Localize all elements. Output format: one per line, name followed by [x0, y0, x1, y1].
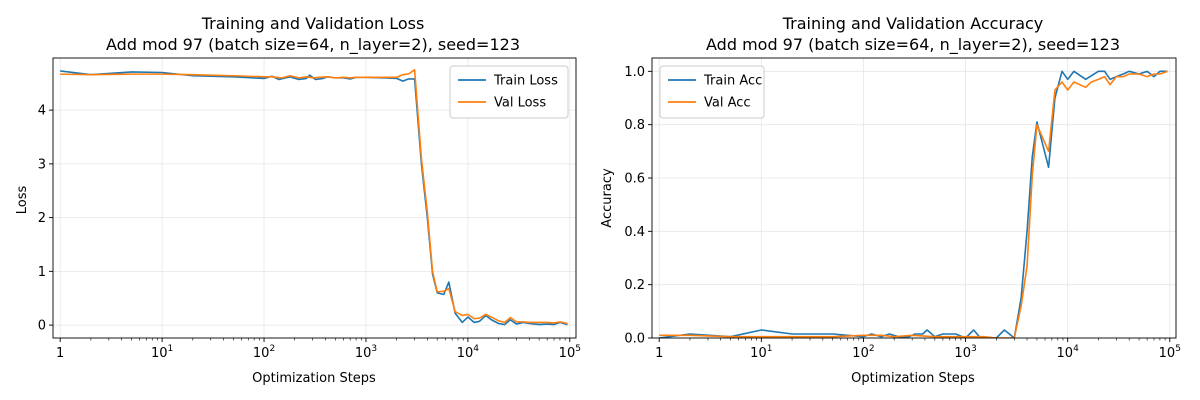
loss-chart: Training and Validation Loss Add mod 97 … — [15, 14, 581, 386]
x-axis-label: Optimization Steps — [252, 371, 376, 386]
x-tick-label: 104 — [1057, 344, 1080, 361]
legend-label: Train Loss — [493, 74, 558, 89]
legend-box — [449, 65, 569, 119]
chart-title-line2: Add mod 97 (batch size=64, n_layer=2), s… — [106, 35, 520, 55]
y-tick-label: 0 — [38, 319, 46, 334]
axes-frame — [52, 57, 577, 339]
chart-title-line1: Training and Validation Accuracy — [782, 14, 1044, 33]
series-line-val-loss — [60, 69, 568, 325]
y-axis-label: Accuracy — [600, 168, 615, 228]
x-tick-label: 101 — [750, 344, 772, 361]
y-tick-label: 0.6 — [624, 172, 645, 187]
y-tick-label: 1 — [38, 265, 46, 280]
y-tick-label: 4 — [38, 104, 46, 119]
series-line-val-acc — [659, 70, 1168, 338]
legend-label: Val Loss — [494, 96, 546, 111]
x-tick-label: 1 — [56, 346, 64, 361]
x-tick-label: 101 — [151, 344, 173, 361]
grid — [53, 58, 576, 338]
y-tick-label: 0.0 — [624, 332, 645, 347]
legend: Train Acc Val Acc — [659, 65, 765, 119]
axes-frame — [651, 57, 1177, 339]
y-tick-label: 1.0 — [624, 65, 645, 80]
legend: Train Loss Val Loss — [449, 65, 569, 119]
accuracy-plot-area: 1 101 102 103 104 105 0.0 0.2 0.4 0.6 0.8 1.0 Train … — [624, 57, 1181, 361]
x-tick-label: 102 — [253, 344, 275, 361]
y-tick-label: 0.8 — [624, 118, 645, 133]
y-tick-label: 0.2 — [624, 278, 645, 293]
x-tick-label: 1 — [655, 346, 663, 361]
y-tick-label: 3 — [38, 157, 46, 172]
x-tick-label: 104 — [457, 344, 480, 361]
chart-title-line1: Training and Validation Loss — [201, 14, 425, 33]
x-tick-label: 105 — [1159, 344, 1181, 361]
grid — [652, 58, 1176, 339]
y-tick-label: 2 — [38, 211, 46, 226]
legend-box — [659, 65, 765, 119]
y-tick-label: 0.4 — [624, 225, 645, 240]
legend-label: Val Acc — [704, 96, 751, 111]
x-tick-label: 105 — [559, 344, 581, 361]
x-tick-label: 102 — [852, 344, 874, 361]
x-tick-label: 103 — [954, 344, 976, 361]
series-line-train-loss — [60, 70, 568, 326]
y-axis-label: Loss — [15, 186, 30, 215]
x-tick-label: 103 — [355, 344, 377, 361]
legend-label: Train Acc — [703, 74, 762, 89]
chart-title-line2: Add mod 97 (batch size=64, n_layer=2), s… — [706, 35, 1120, 55]
accuracy-chart: Training and Validation Accuracy Add mod… — [600, 14, 1181, 386]
x-axis-label: Optimization Steps — [851, 371, 975, 386]
